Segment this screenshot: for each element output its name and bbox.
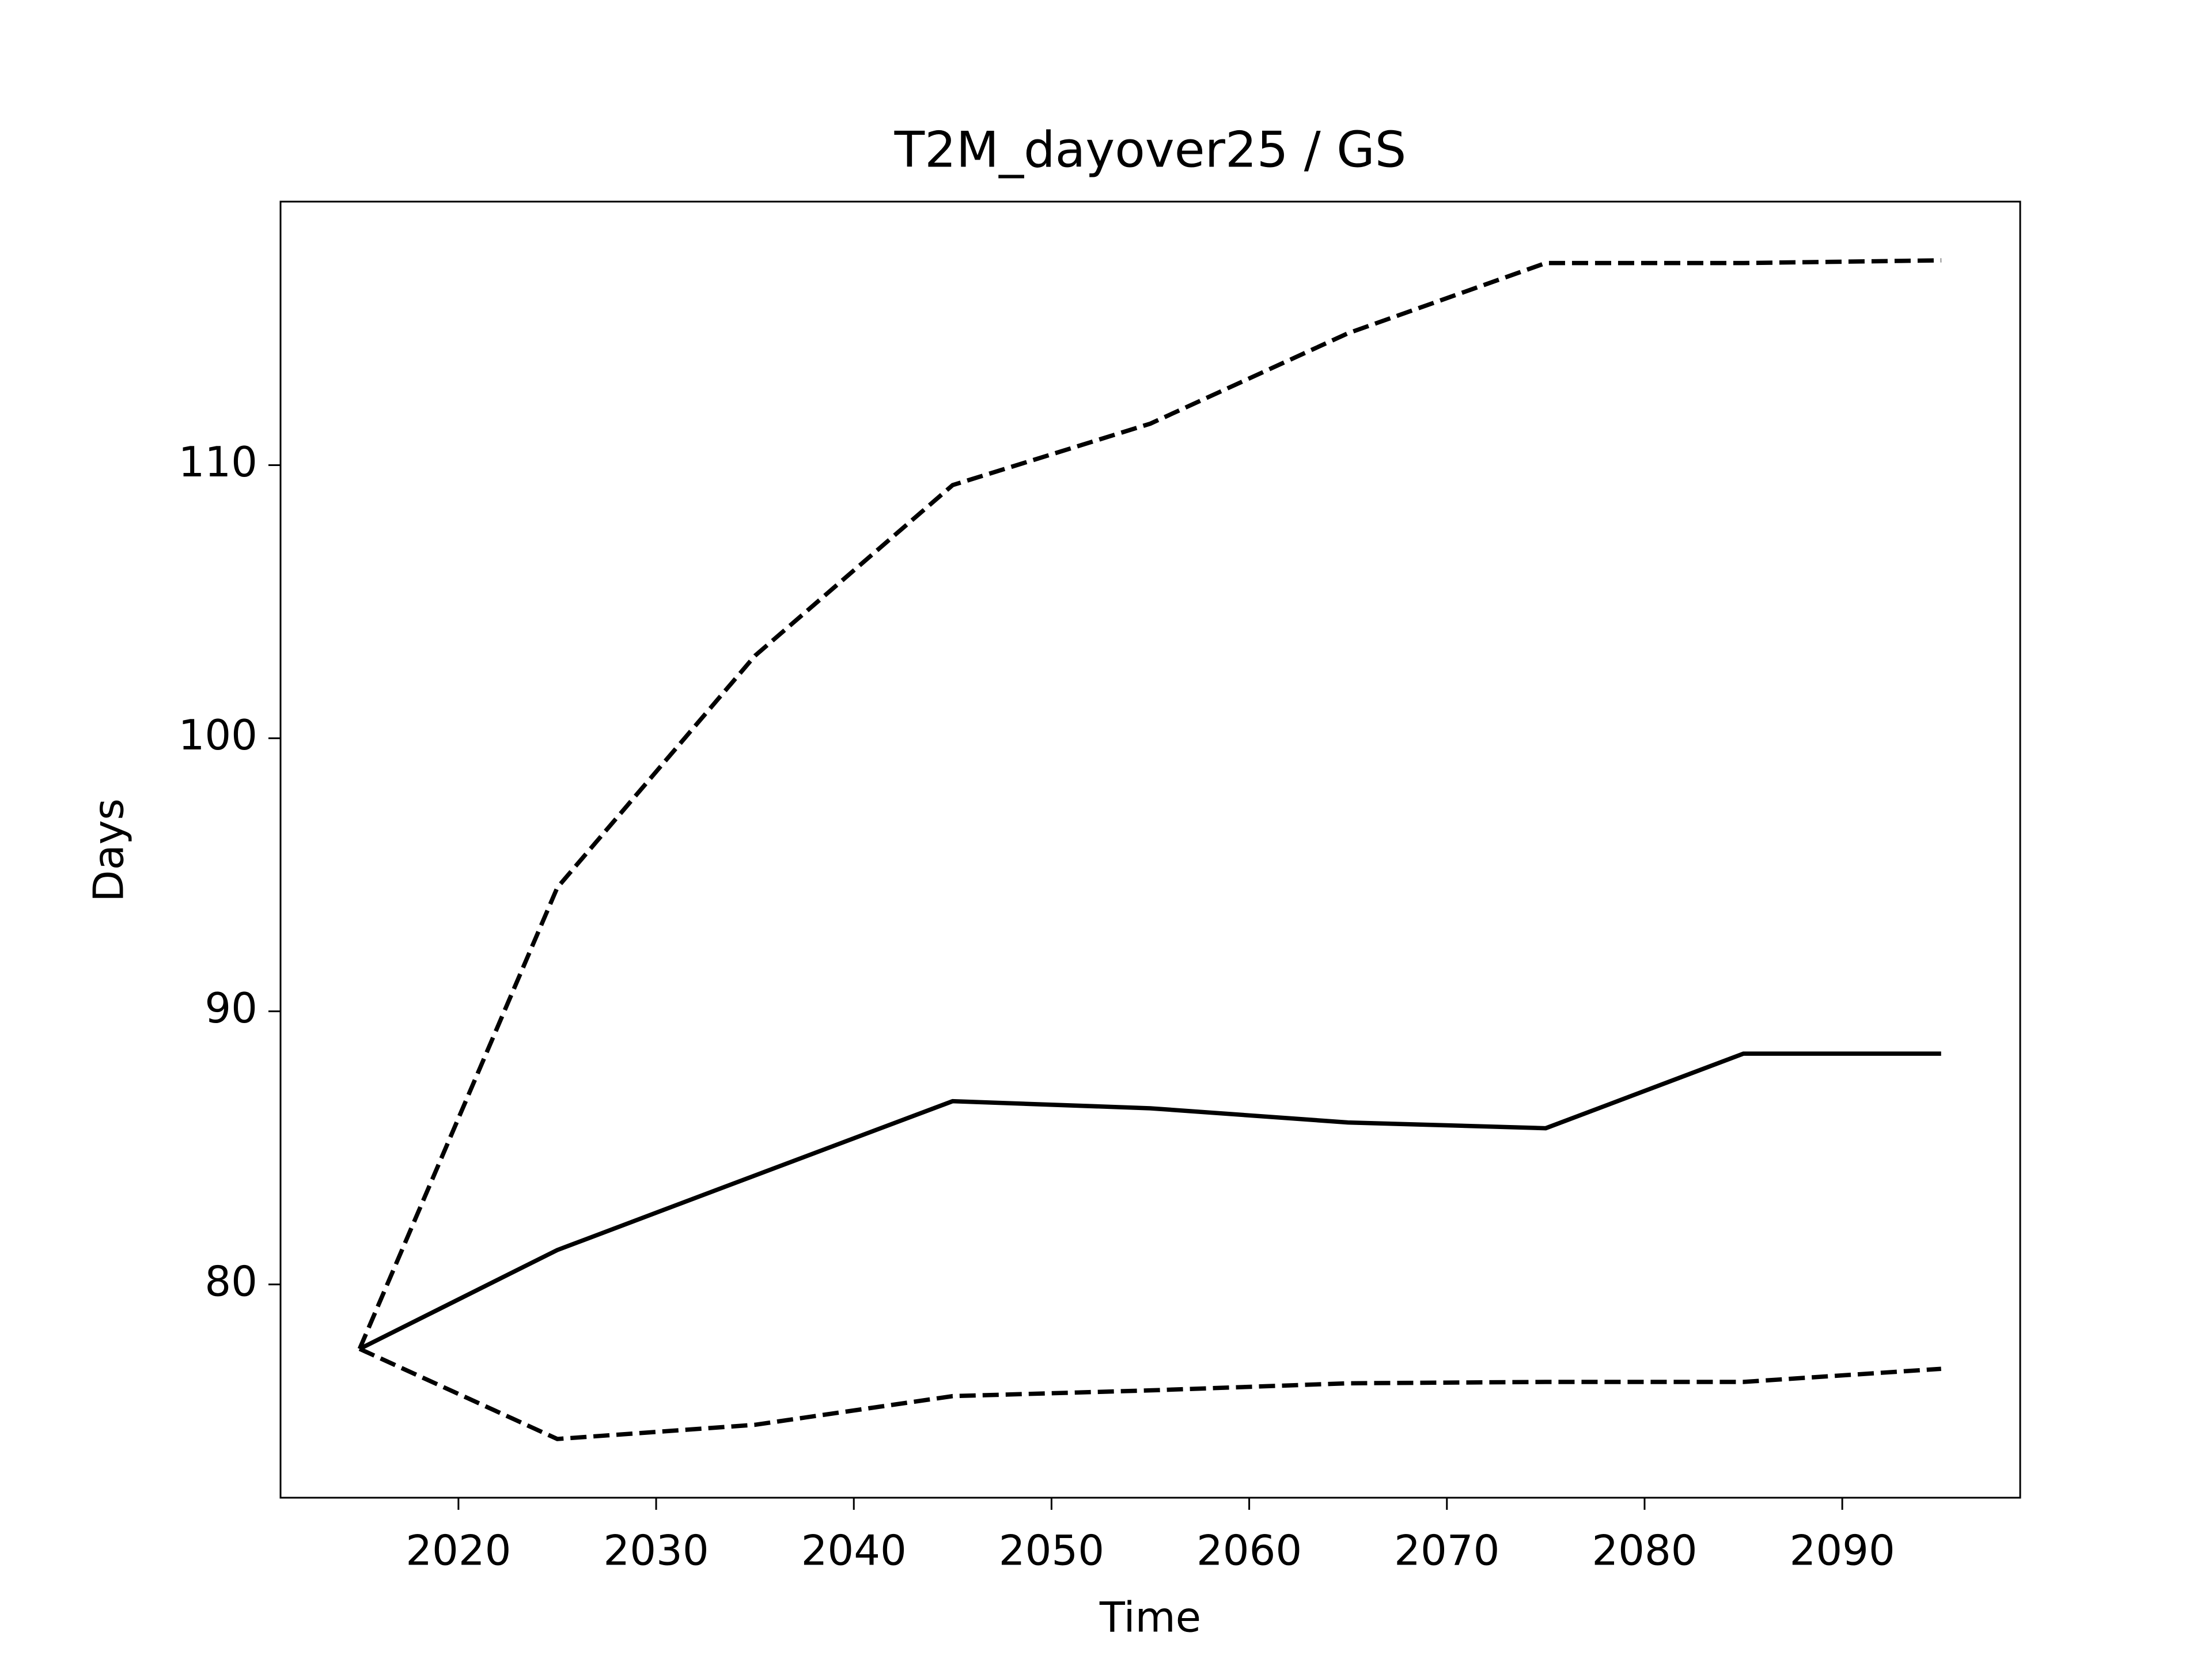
y-tick-label: 110 — [179, 438, 257, 486]
y-tick-label: 80 — [204, 1257, 257, 1305]
series-line — [357, 258, 1941, 1350]
x-tick-label: 2070 — [1394, 1527, 1499, 1575]
series-line — [358, 1347, 1941, 1441]
x-tick-label: 2090 — [1790, 1527, 1895, 1575]
x-tick-label: 2080 — [1592, 1527, 1697, 1575]
y-tick-label: 90 — [204, 984, 257, 1032]
y-axis-label: Days — [85, 798, 133, 902]
plot-frame — [279, 200, 2021, 1499]
x-tick-label: 2040 — [801, 1527, 907, 1575]
x-tick-label: 2020 — [406, 1527, 511, 1575]
x-tick-label: 2060 — [1196, 1527, 1302, 1575]
x-tick-label: 2030 — [603, 1527, 709, 1575]
y-tick-label: 100 — [179, 711, 257, 759]
chart-title: T2M_dayover25 / GS — [894, 121, 1407, 179]
x-axis-label: Time — [1099, 1593, 1201, 1642]
x-tick-label: 2050 — [999, 1527, 1104, 1575]
series-line — [358, 1051, 1941, 1351]
